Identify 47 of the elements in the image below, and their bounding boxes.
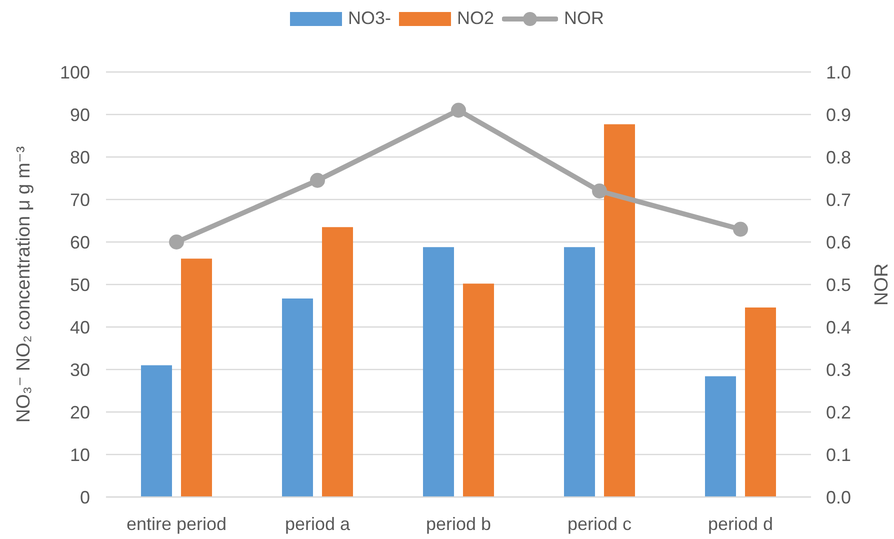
legend-label: NO3- [348,8,391,29]
x-tick-label: entire period [126,514,227,534]
y-axis-title: NO₃⁻ NO₂ concentration μ g m⁻³ [14,146,34,423]
y-tick-label: 100 [60,62,90,82]
y-tick-label: 40 [70,317,90,338]
bar [141,365,172,497]
y2-tick-label: 1.0 [826,62,852,82]
bar [705,376,736,497]
bar [745,307,776,497]
y2-tick-label: 0.6 [826,232,852,252]
y-tick-label: 0 [80,487,90,508]
y-tick-label: 50 [70,274,90,295]
y2-tick-label: 0.9 [826,104,852,125]
bar [604,124,635,497]
bar [423,247,454,497]
x-tick-label: period d [708,514,774,534]
y2-tick-label: 0.0 [826,487,852,508]
legend-label: NO2 [457,8,494,29]
point [592,184,607,198]
point [310,172,325,188]
y-tick-label: 80 [70,147,90,168]
point [733,222,748,237]
y2-tick-label: 0.4 [826,317,852,338]
legend-label: NOR [564,8,604,29]
bar [322,227,353,497]
y2-tick-label: 0.1 [826,444,852,465]
y2-axis-title: NOR [872,263,892,306]
x-tick-label: period c [567,514,632,534]
x-tick-label: period b [426,514,492,534]
y-tick-label: 60 [70,232,90,252]
y-tick-label: 20 [70,402,90,422]
y2-tick-label: 0.5 [826,274,852,295]
bar [181,258,212,497]
y-tick-label: 70 [70,190,90,210]
y2-tick-label: 0.8 [826,147,852,168]
point [451,102,466,118]
y2-tick-label: 0.7 [826,190,852,210]
y2-tick-label: 0.3 [826,360,852,380]
y-tick-label: 10 [70,444,90,465]
y2-tick-label: 0.2 [826,402,852,422]
bar [564,247,595,497]
y-tick-label: 90 [70,104,90,125]
x-tick-label: period a [284,514,352,534]
y-tick-label: 30 [70,360,90,380]
bar [282,298,313,497]
bar [463,284,494,497]
point [169,234,184,250]
